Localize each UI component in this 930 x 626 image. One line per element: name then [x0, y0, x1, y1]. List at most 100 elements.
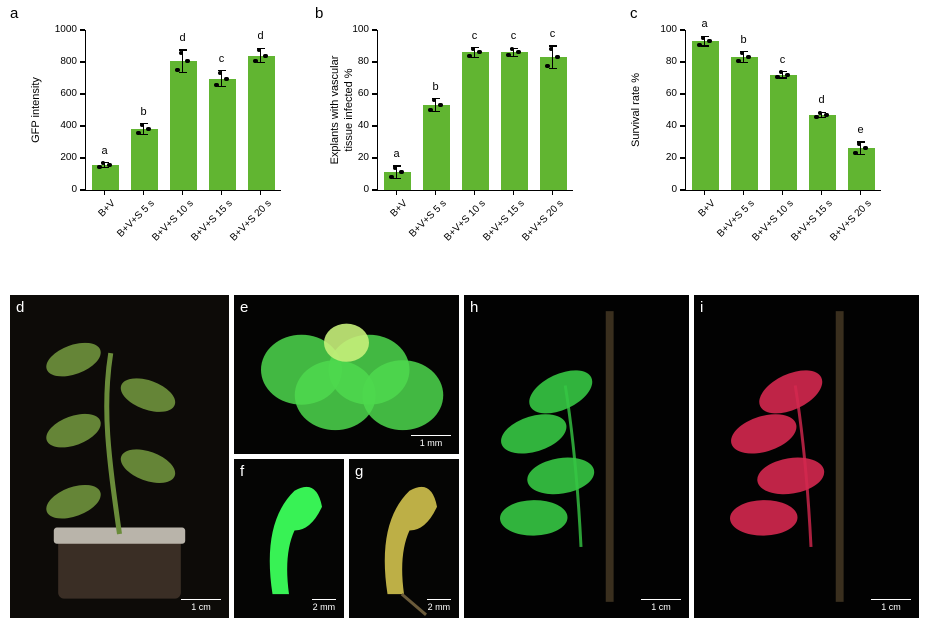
bar-chart-panel-a: aGFP intensity02004006008001000aB+VbB+V+…	[10, 5, 310, 285]
x-tick	[474, 190, 476, 195]
photo-panel-h: h 1 cm	[464, 295, 689, 618]
significance-letter: a	[695, 18, 715, 30]
y-tick	[372, 189, 377, 191]
x-tick	[221, 190, 223, 195]
y-axis-title: GFP intensity	[30, 30, 42, 190]
green-fluorescent-fruit-placeholder	[234, 459, 344, 618]
data-point	[107, 163, 111, 167]
y-tick-label: 20	[339, 152, 369, 163]
significance-letter: d	[812, 94, 832, 106]
significance-letter: d	[251, 30, 271, 42]
data-point	[701, 36, 705, 40]
yellow-fruit-placeholder	[349, 459, 459, 618]
scale-bar: 2 mm	[312, 599, 336, 612]
significance-letter: e	[851, 124, 871, 136]
data-point	[175, 68, 179, 72]
data-point	[545, 64, 549, 68]
data-point	[428, 108, 432, 112]
y-tick	[680, 29, 685, 31]
data-point	[146, 127, 150, 131]
y-tick	[372, 125, 377, 127]
y-tick	[680, 125, 685, 127]
y-tick-label: 600	[47, 88, 77, 99]
bar	[731, 57, 758, 190]
error-cap	[779, 77, 787, 78]
y-tick-label: 20	[647, 152, 677, 163]
bar	[423, 105, 450, 190]
significance-letter: c	[465, 30, 485, 42]
y-tick-label: 100	[339, 24, 369, 35]
error-cap	[218, 86, 226, 87]
y-tick-label: 1000	[47, 24, 77, 35]
panel-label: i	[700, 299, 703, 316]
y-tick	[372, 29, 377, 31]
y-tick-label: 40	[647, 120, 677, 131]
significance-letter: b	[426, 81, 446, 93]
significance-letter: b	[134, 106, 154, 118]
photo-panel-g: g2 mm	[349, 459, 459, 618]
y-tick-label: 0	[339, 184, 369, 195]
error-cap	[393, 178, 401, 179]
error-cap	[432, 111, 440, 112]
error-cap	[471, 57, 479, 58]
panel-label: e	[240, 299, 248, 316]
bar	[462, 52, 489, 190]
data-point	[214, 83, 218, 87]
error-cap	[257, 62, 265, 63]
photo-panel-f: f 2 mm	[234, 459, 344, 618]
data-point	[185, 59, 189, 63]
y-tick-label: 400	[47, 120, 77, 131]
significance-letter: c	[543, 28, 563, 40]
data-point	[389, 175, 393, 179]
y-tick-label: 800	[47, 56, 77, 67]
x-tick	[552, 190, 554, 195]
x-tick	[182, 190, 184, 195]
y-tick-label: 80	[339, 56, 369, 67]
significance-letter: d	[173, 32, 193, 44]
error-cap	[549, 68, 557, 69]
panel-label: a	[10, 5, 18, 22]
data-point	[393, 166, 397, 170]
photo-panel-d: d1 cm	[10, 295, 229, 618]
photo-panel-e: e1 mm	[234, 295, 459, 454]
bar	[209, 79, 236, 190]
y-tick	[680, 157, 685, 159]
red-fluorescent-plant-placeholder	[694, 295, 919, 618]
bar	[540, 57, 567, 190]
data-point	[438, 103, 442, 107]
y-axis-title-line1: Explants with vascular	[329, 30, 341, 190]
data-point	[824, 113, 828, 117]
x-tick	[396, 190, 398, 195]
scale-bar: 1 cm	[641, 599, 681, 612]
significance-letter: c	[504, 30, 524, 42]
panel-label: b	[315, 5, 323, 22]
scale-bar: 1 cm	[181, 599, 221, 612]
data-point	[746, 55, 750, 59]
x-tick	[435, 190, 437, 195]
data-point	[555, 55, 559, 59]
data-point	[814, 115, 818, 119]
data-point	[853, 151, 857, 155]
x-tick	[860, 190, 862, 195]
data-point	[707, 39, 711, 43]
significance-letter: b	[734, 34, 754, 46]
x-tick	[260, 190, 262, 195]
bar	[809, 115, 836, 190]
y-tick-label: 60	[339, 88, 369, 99]
x-tick-label: B+V	[49, 198, 117, 266]
significance-letter: c	[212, 53, 232, 65]
panel-label: c	[630, 5, 638, 22]
scale-bar: 1 cm	[871, 599, 911, 612]
significance-letter: a	[387, 148, 407, 160]
error-cap	[701, 45, 709, 46]
data-point	[785, 73, 789, 77]
bar	[248, 56, 275, 190]
significance-letter: c	[773, 54, 793, 66]
error-cap	[740, 62, 748, 63]
scale-bar: 2 mm	[427, 599, 451, 612]
y-tick	[80, 157, 85, 159]
y-tick-label: 0	[47, 184, 77, 195]
panel-label: f	[240, 463, 244, 480]
panel-label: h	[470, 299, 478, 316]
data-point	[263, 54, 267, 58]
